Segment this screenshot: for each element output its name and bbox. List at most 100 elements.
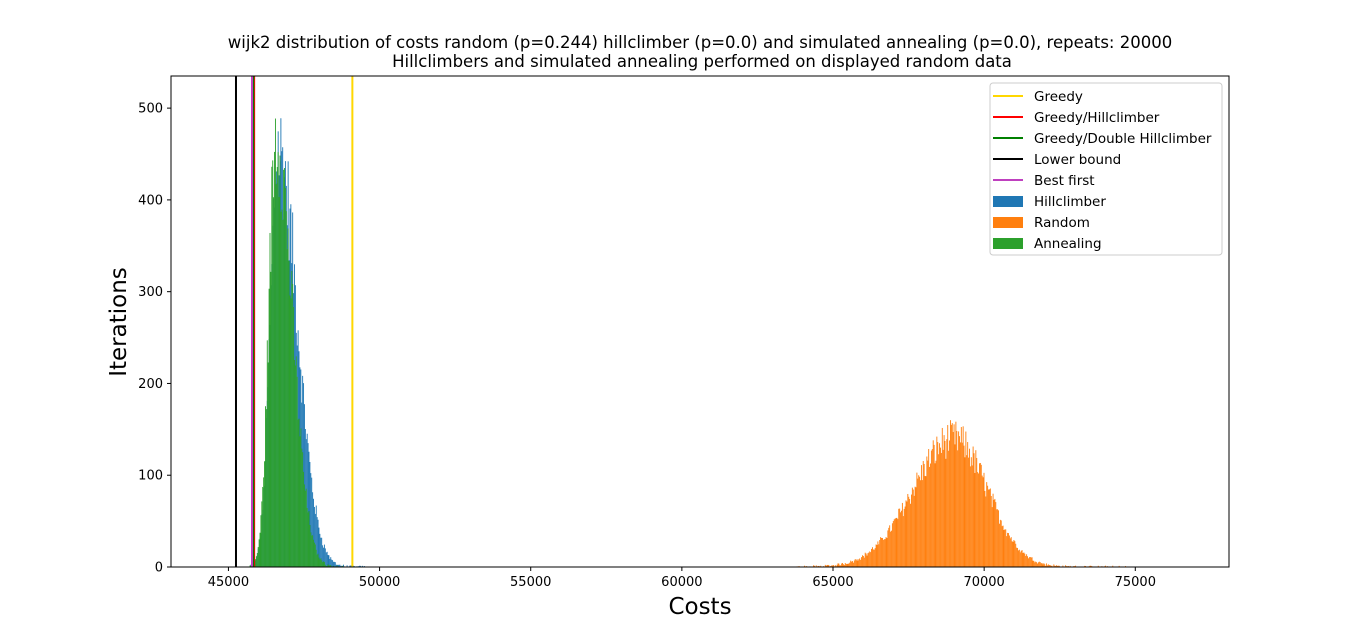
histogram-bar (290, 298, 291, 567)
histogram-bar (1002, 526, 1003, 567)
histogram-bar (878, 544, 879, 567)
histogram-bar (848, 563, 849, 567)
legend-swatch-patch (993, 196, 1023, 207)
histogram-bar (945, 441, 946, 567)
histogram-bar (327, 552, 328, 567)
histogram-bar (865, 553, 866, 567)
histogram-bar (275, 119, 276, 567)
histogram-bar (300, 428, 301, 567)
histogram-bar (926, 457, 927, 567)
histogram-bar (904, 509, 905, 567)
legend-label: Annealing (1034, 236, 1102, 252)
histogram-bar (1033, 561, 1034, 567)
histogram-bar (959, 436, 960, 567)
histogram-bar (866, 554, 867, 567)
histogram-bar (982, 476, 983, 567)
histogram-bar (284, 168, 285, 567)
x-tick-label: 50000 (359, 575, 400, 590)
histogram-bar (283, 170, 284, 567)
histogram-bar (930, 464, 931, 567)
histogram-bar (936, 437, 937, 567)
histogram-bar (869, 551, 870, 567)
histogram-bar (958, 431, 959, 567)
histogram-bar (924, 464, 925, 567)
histogram-bar (916, 473, 917, 567)
histogram-bar (984, 491, 985, 567)
histogram-bar (964, 446, 965, 567)
histogram-bar (1018, 550, 1019, 567)
histogram-bar (305, 491, 306, 567)
histogram-bar (270, 233, 271, 567)
y-tick-label: 0 (155, 561, 163, 576)
histogram-bar (318, 554, 319, 567)
histogram-bar (1012, 541, 1013, 567)
histogram-bar (295, 365, 296, 567)
histogram-bar (331, 560, 332, 567)
histogram-bar (950, 420, 951, 567)
histogram-bar (882, 538, 883, 567)
histogram-bar (919, 477, 920, 567)
histogram-bar (267, 340, 268, 567)
histogram-bar (314, 543, 315, 567)
histogram-bar (969, 449, 970, 567)
histogram-bar (991, 496, 992, 567)
histogram-bar (885, 539, 886, 567)
histogram-bar (887, 530, 888, 567)
histogram-bar (1007, 533, 1008, 567)
histogram-bar (972, 465, 973, 567)
histogram-bar (890, 532, 891, 567)
y-tick-label: 400 (138, 193, 163, 208)
histogram-bar (916, 487, 917, 567)
histogram-bar (1026, 554, 1027, 567)
histogram-bar (260, 533, 261, 567)
histogram-bar (1039, 562, 1040, 567)
histogram-bar (280, 212, 281, 567)
histogram-bar (944, 435, 945, 567)
histogram-bar (278, 152, 279, 567)
histogram-bar (334, 562, 335, 567)
histogram-bar (859, 558, 860, 567)
histogram-bar (965, 432, 966, 567)
histogram-bar (977, 472, 978, 567)
histogram-bar (951, 425, 952, 567)
histogram-bar (255, 559, 256, 567)
histogram-bar (1016, 548, 1017, 567)
histogram-bar (850, 561, 851, 567)
histogram-bar (853, 563, 854, 567)
histogram-bar (852, 561, 853, 567)
histogram-bar (892, 523, 893, 567)
histogram-bar (286, 211, 287, 567)
histogram-bar (922, 480, 923, 567)
histogram-bar (313, 540, 314, 567)
histogram-bar (297, 377, 298, 567)
histogram-bar (888, 528, 889, 567)
histogram-bar (841, 564, 842, 567)
histogram-bar (917, 479, 918, 567)
histogram-bar (938, 454, 939, 567)
histogram-bar (898, 509, 899, 567)
histogram-bar (1006, 536, 1007, 567)
histogram-bar (999, 524, 1000, 567)
histogram-bar (933, 440, 934, 567)
histogram-bar (856, 560, 857, 567)
histogram-bar (842, 563, 843, 567)
histogram-bar (994, 499, 995, 567)
histogram-bar (1020, 552, 1021, 567)
histogram-bar (973, 447, 974, 567)
histogram-bar (927, 461, 928, 567)
histogram-bar (879, 540, 880, 567)
histogram-bar (889, 525, 890, 567)
histogram-bar (881, 538, 882, 567)
histogram-bar (861, 557, 862, 567)
histogram-bar (905, 507, 906, 567)
histogram-bar (1027, 556, 1028, 567)
histogram-bar (954, 424, 955, 567)
histogram-bar (931, 451, 932, 567)
histogram-bar (317, 555, 318, 567)
histogram-bar (857, 561, 858, 567)
histogram-bar (1003, 526, 1004, 567)
histogram-bar (309, 525, 310, 567)
histogram-bar (946, 439, 947, 567)
